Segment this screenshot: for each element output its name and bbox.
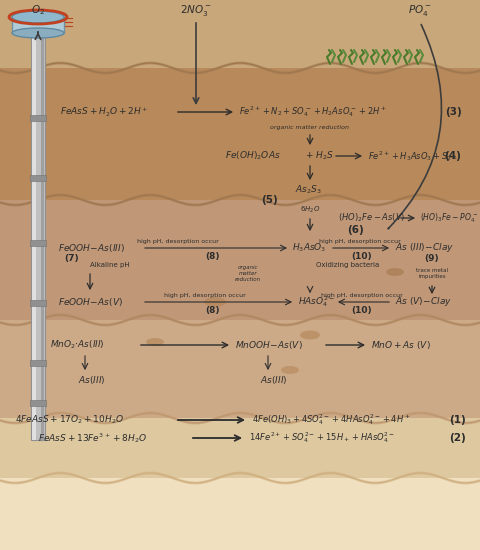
Text: $+\ H_2S$: $+\ H_2S$ <box>305 150 334 162</box>
Text: $FeOOH\!-\!As(V)$: $FeOOH\!-\!As(V)$ <box>58 296 123 308</box>
Text: $(HO)_2Fe-As(V)$: $(HO)_2Fe-As(V)$ <box>338 212 406 224</box>
Text: $As(III)$: $As(III)$ <box>78 374 106 386</box>
Text: (3): (3) <box>444 107 461 117</box>
Text: (8): (8) <box>206 251 220 261</box>
Text: $4FeAsS + 17O_2 + 10H_2O$: $4FeAsS + 17O_2 + 10H_2O$ <box>15 414 124 426</box>
Bar <box>0 320 480 418</box>
Text: (10): (10) <box>352 305 372 315</box>
Text: $MnOOH\!-\!As(V)$: $MnOOH\!-\!As(V)$ <box>235 339 303 351</box>
Text: $14Fe^{2+}+SO_4^{2-}+15H_++HAsO_4^{2-}$: $14Fe^{2+}+SO_4^{2-}+15H_++HAsO_4^{2-}$ <box>249 431 395 446</box>
Bar <box>0 200 480 320</box>
Text: $As_2S_3$: $As_2S_3$ <box>295 184 322 196</box>
Bar <box>30 240 46 246</box>
Text: $As\ (III)\!-\!Clay$: $As\ (III)\!-\!Clay$ <box>395 241 454 255</box>
Text: $FeAsS + H_2O + 2H^+$: $FeAsS + H_2O + 2H^+$ <box>60 106 148 119</box>
Text: $MnO + As\ (V)$: $MnO + As\ (V)$ <box>371 339 431 351</box>
Text: $HAsO_4^{2-}$: $HAsO_4^{2-}$ <box>298 295 335 310</box>
Ellipse shape <box>300 331 320 339</box>
Text: $FeAsS + 13Fe^{3+} + 8H_2O$: $FeAsS + 13Fe^{3+} + 8H_2O$ <box>38 431 147 445</box>
Bar <box>0 68 480 200</box>
Bar <box>0 418 480 478</box>
Text: $4Fe(OH)_3+4SO_4^{2-}+4HAsO_4^{2-}+4H^+$: $4Fe(OH)_3+4SO_4^{2-}+4HAsO_4^{2-}+4H^+$ <box>252 412 411 427</box>
Text: $Fe^{2+}+N_2+SO_4^-+H_2AsO_4^-+2H^+$: $Fe^{2+}+N_2+SO_4^-+H_2AsO_4^-+2H^+$ <box>239 104 387 119</box>
Text: organic
matter
reduction: organic matter reduction <box>235 265 261 282</box>
Ellipse shape <box>386 268 404 276</box>
Text: $FeOOH\!-\!As(III)$: $FeOOH\!-\!As(III)$ <box>58 242 125 254</box>
FancyArrowPatch shape <box>388 25 442 229</box>
Text: (8): (8) <box>206 305 220 315</box>
Text: $MnO_2{\cdot}As(III)$: $MnO_2{\cdot}As(III)$ <box>50 339 105 351</box>
Text: (6): (6) <box>347 225 363 235</box>
Text: $As(III)$: $As(III)$ <box>260 374 288 386</box>
Text: high pH, desorption occur: high pH, desorption occur <box>137 239 219 244</box>
Ellipse shape <box>281 366 299 374</box>
Text: (5): (5) <box>262 195 278 205</box>
Text: (2): (2) <box>449 433 466 443</box>
Bar <box>40 30 44 440</box>
Bar <box>30 360 46 366</box>
Text: (7): (7) <box>65 254 79 262</box>
Bar <box>12 17 64 33</box>
Text: trace metal
impurities: trace metal impurities <box>416 268 448 279</box>
Bar <box>30 400 46 406</box>
Bar <box>31 30 45 440</box>
Ellipse shape <box>146 338 164 346</box>
Text: $PO_4^-$: $PO_4^-$ <box>408 3 432 18</box>
Bar <box>0 478 480 550</box>
Text: (9): (9) <box>425 254 439 262</box>
Bar <box>30 115 46 121</box>
Bar <box>30 300 46 306</box>
Text: high pH, desorption occur: high pH, desorption occur <box>321 293 403 298</box>
Text: high pH, desorption occur: high pH, desorption occur <box>164 293 246 298</box>
Text: $(HO)_3Fe-PO_4^-+As\ (V)$: $(HO)_3Fe-PO_4^-+As\ (V)$ <box>420 211 480 225</box>
Bar <box>32 30 36 440</box>
Text: $6H_2O$: $6H_2O$ <box>300 205 320 215</box>
Ellipse shape <box>204 297 226 307</box>
Ellipse shape <box>12 28 64 38</box>
Text: $Fe(OH)_2OAs$: $Fe(OH)_2OAs$ <box>225 150 281 162</box>
Text: $Fe^{2+}+H_3AsO_3+S_{2-}$: $Fe^{2+}+H_3AsO_3+S_{2-}$ <box>368 149 457 163</box>
Text: organic matter reduction: organic matter reduction <box>271 124 349 129</box>
Bar <box>0 0 480 68</box>
Text: Oxidizing bacteria: Oxidizing bacteria <box>316 262 380 268</box>
Text: $H_3AsO_3$: $H_3AsO_3$ <box>292 242 326 254</box>
Bar <box>30 175 46 181</box>
Text: (4): (4) <box>444 151 461 161</box>
Text: $As\ (V)\!-\!Clay$: $As\ (V)\!-\!Clay$ <box>395 295 452 309</box>
Text: $O_2$: $O_2$ <box>31 3 45 17</box>
Text: (10): (10) <box>352 251 372 261</box>
Text: Alkaline pH: Alkaline pH <box>90 262 130 268</box>
Text: high pH, desorption occur: high pH, desorption occur <box>319 239 401 244</box>
Text: (1): (1) <box>449 415 466 425</box>
Ellipse shape <box>12 11 64 23</box>
Text: $2NO_3^-$: $2NO_3^-$ <box>180 3 212 18</box>
